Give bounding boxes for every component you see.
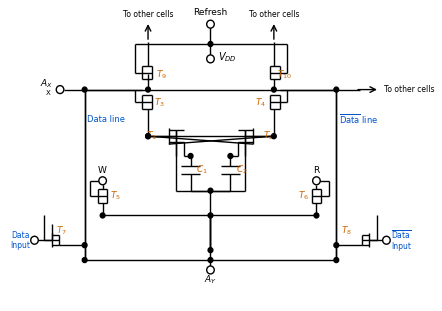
- Text: X: X: [46, 90, 50, 95]
- Text: $V_{DD}$: $V_{DD}$: [218, 50, 237, 64]
- Circle shape: [312, 177, 320, 185]
- Text: Refresh: Refresh: [193, 8, 228, 17]
- Circle shape: [208, 258, 213, 262]
- Circle shape: [146, 134, 150, 139]
- Text: $T_6$: $T_6$: [297, 189, 309, 202]
- Circle shape: [82, 243, 87, 248]
- Text: $\overline{\mathrm{Data}}$
Input: $\overline{\mathrm{Data}}$ Input: [391, 229, 412, 252]
- Circle shape: [334, 87, 339, 92]
- Circle shape: [314, 213, 319, 218]
- Text: $T_5$: $T_5$: [110, 189, 121, 202]
- Text: $T_1$: $T_1$: [146, 130, 157, 142]
- Text: $C_2$: $C_2$: [236, 164, 248, 176]
- Circle shape: [82, 87, 87, 92]
- Circle shape: [207, 55, 214, 63]
- Text: $T_{10}$: $T_{10}$: [277, 68, 292, 81]
- Text: $T_2$: $T_2$: [263, 130, 274, 142]
- Circle shape: [208, 248, 213, 253]
- Text: $C_1$: $C_1$: [196, 164, 208, 176]
- Text: Data
Input: Data Input: [10, 230, 30, 250]
- Circle shape: [99, 177, 107, 185]
- Circle shape: [334, 243, 339, 248]
- Text: To other cells: To other cells: [123, 10, 173, 19]
- Text: $T_9$: $T_9$: [156, 68, 167, 81]
- Text: $T_4$: $T_4$: [255, 96, 266, 109]
- Text: To other cells: To other cells: [248, 10, 299, 19]
- Circle shape: [271, 87, 276, 92]
- Text: $T_8$: $T_8$: [341, 224, 352, 237]
- Circle shape: [188, 154, 193, 159]
- Circle shape: [100, 213, 105, 218]
- Text: To other cells: To other cells: [384, 85, 434, 94]
- Circle shape: [207, 266, 214, 274]
- Text: $A_Y$: $A_Y$: [204, 274, 217, 286]
- Circle shape: [207, 20, 214, 28]
- Text: $T_7$: $T_7$: [56, 224, 67, 237]
- Circle shape: [146, 134, 150, 139]
- Text: $A_X$: $A_X$: [40, 77, 53, 90]
- Text: R: R: [313, 166, 320, 175]
- Circle shape: [334, 258, 339, 262]
- Circle shape: [208, 188, 213, 193]
- Circle shape: [146, 87, 150, 92]
- Circle shape: [271, 134, 276, 139]
- Text: $\overline{\mathrm{Data}}$ line: $\overline{\mathrm{Data}}$ line: [339, 112, 378, 126]
- Text: $T_3$: $T_3$: [154, 96, 165, 109]
- Circle shape: [383, 236, 390, 244]
- Text: Data line: Data line: [88, 115, 126, 124]
- Text: W: W: [98, 166, 107, 175]
- Circle shape: [208, 213, 213, 218]
- Circle shape: [82, 258, 87, 262]
- Circle shape: [30, 236, 38, 244]
- Circle shape: [56, 86, 64, 94]
- Circle shape: [228, 154, 232, 159]
- Circle shape: [208, 42, 213, 46]
